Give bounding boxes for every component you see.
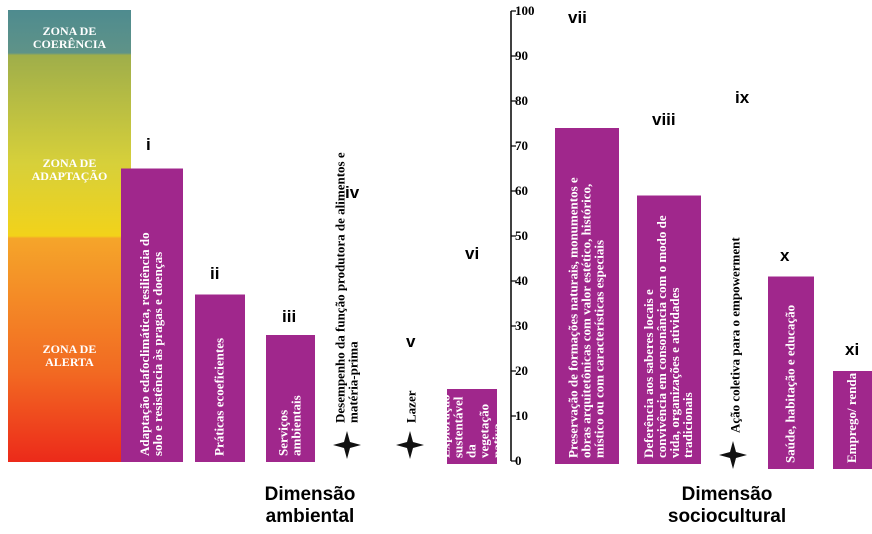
indicator-label: Saúde, habitação e educação bbox=[783, 305, 798, 463]
indicator-bar bbox=[637, 195, 701, 464]
y-tick-label: 70 bbox=[515, 138, 528, 153]
indicator-bar bbox=[555, 128, 619, 464]
indicator-label: Adaptação edafoclimática, resiliência do… bbox=[137, 232, 165, 456]
y-tick-label: 90 bbox=[515, 48, 528, 63]
zone-color-scale bbox=[8, 10, 131, 462]
indicator-numeral: vii bbox=[568, 8, 587, 27]
indicator-numeral: iv bbox=[345, 183, 360, 202]
indicator-label: Lazer bbox=[404, 390, 419, 423]
indicator-numeral: iii bbox=[282, 307, 297, 326]
indicator-numeral: x bbox=[780, 246, 790, 265]
y-tick-label: 50 bbox=[515, 228, 528, 243]
dimension-group-label: Dimensão sociocultural bbox=[667, 484, 787, 527]
dimension-group-label: Dimensão ambiental bbox=[264, 484, 356, 527]
indicator-bar bbox=[121, 168, 183, 462]
y-tick-label: 10 bbox=[515, 408, 528, 423]
indicator-label: Deferência aos saberes locais econvivênc… bbox=[641, 215, 695, 458]
y-tick-label: 100 bbox=[515, 3, 535, 18]
indicator-numeral: v bbox=[406, 332, 416, 351]
zone-label: ZONA DE ADAPTAÇÃO bbox=[31, 156, 108, 183]
zero-value-star-marker bbox=[333, 431, 361, 459]
indicator-numeral: ii bbox=[210, 264, 220, 283]
zero-value-star-marker bbox=[719, 441, 747, 469]
indicator-numeral: ix bbox=[735, 88, 750, 107]
indicator-bar bbox=[447, 389, 497, 464]
y-tick-label: 20 bbox=[515, 363, 528, 378]
indicator-label: Preservação de formações naturais, monum… bbox=[566, 177, 607, 458]
zero-value-star-marker bbox=[396, 431, 424, 459]
indicator-bar bbox=[768, 276, 814, 469]
indicator-bar bbox=[266, 335, 315, 462]
indicator-label: Exploraçãosustentáveldavegetaçãonativa bbox=[438, 394, 505, 458]
indicator-label: Práticas ecoeficientes bbox=[212, 338, 227, 456]
y-tick-label: 40 bbox=[515, 273, 528, 288]
y-tick-label: 0 bbox=[515, 453, 522, 468]
zone-label: ZONA DE COERÊNCIA bbox=[32, 24, 107, 51]
y-tick-label: 80 bbox=[515, 93, 528, 108]
indicator-label: Desempenho da função produtora de alimen… bbox=[333, 152, 361, 423]
zone-label: ZONA DE ALERTA bbox=[42, 342, 97, 369]
indicator-label: Serviçosambientais bbox=[276, 395, 304, 456]
indicator-bar bbox=[195, 294, 245, 462]
y-tick-label: 60 bbox=[515, 183, 528, 198]
indicator-numeral: i bbox=[146, 135, 151, 154]
indicator-numeral: vi bbox=[465, 244, 480, 263]
indicator-numeral: xi bbox=[845, 340, 860, 359]
indicator-label: Ação coletiva para o empowerment bbox=[728, 237, 743, 433]
y-tick-label: 30 bbox=[515, 318, 528, 333]
indicator-bar bbox=[833, 371, 872, 469]
indicator-label: Emprego/ renda bbox=[844, 372, 859, 463]
indicator-numeral: viii bbox=[652, 110, 676, 129]
